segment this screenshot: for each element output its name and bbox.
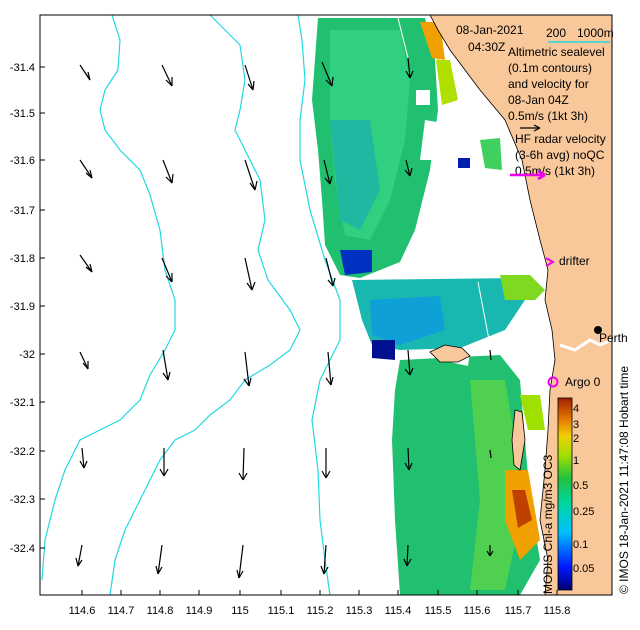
altimetric-line-3: and velocity for — [508, 77, 589, 91]
hf-line-1: HF radar velocity — [515, 132, 606, 146]
city-marker-icon — [594, 326, 602, 334]
colorbar-tick: 3 — [573, 419, 579, 431]
drifter-icon — [545, 257, 556, 267]
velocity-arrow — [486, 545, 494, 557]
lon-tick: 114.9 — [186, 605, 213, 617]
velocity-arrow — [236, 544, 244, 579]
velocity-arrow — [403, 544, 412, 567]
lon-tick: 115.3 — [346, 605, 373, 617]
colorbar-tick: 0.05 — [573, 563, 594, 575]
scale-label-200: 200 — [546, 26, 566, 40]
lat-tick: -31.5 — [10, 108, 35, 120]
colorbar-tick: 0.1 — [573, 539, 588, 551]
velocity-arrow — [405, 57, 414, 79]
argo-icon — [547, 376, 559, 388]
velocity-arrow — [323, 159, 333, 185]
lat-axis: -31.4 -31.5 -31.6 -31.7 -31.8 -31.9 -32 … — [10, 62, 45, 555]
velocity-arrow — [79, 351, 89, 370]
plot-frame — [39, 14, 613, 596]
colorbar-tick: 0.25 — [573, 506, 594, 518]
chlorophyll-swath — [312, 18, 545, 595]
altimetric-line-2: (0.1m contours) — [508, 61, 592, 75]
velocity-arrow — [489, 349, 492, 361]
credit-text: © IMOS 18-Jan-2021 11:47:08 Hobart time — [617, 366, 631, 594]
lat-tick: -32.4 — [10, 543, 35, 555]
velocity-arrow — [321, 61, 334, 87]
velocity-arrow — [162, 159, 174, 184]
lat-tick: -31.9 — [10, 301, 35, 313]
plot-area — [40, 15, 612, 595]
colorbar-tick: 2 — [573, 433, 579, 445]
velocity-arrow — [325, 351, 334, 386]
velocity-arrow — [161, 64, 173, 87]
lon-tick: 114.6 — [69, 605, 96, 617]
lat-tick: -31.4 — [10, 62, 35, 74]
lon-tick: 115 — [231, 605, 249, 617]
velocity-arrow — [404, 447, 413, 471]
velocity-arrow — [404, 349, 414, 376]
velocity-arrow — [325, 257, 336, 287]
lon-tick: 115.1 — [268, 605, 295, 617]
velocity-arrow — [404, 159, 413, 177]
velocity-arrow — [489, 449, 492, 459]
island — [511, 409, 526, 471]
scale-label-1000: 1000m — [577, 26, 614, 40]
lon-tick: 115.2 — [307, 605, 334, 617]
velocity-arrows — [75, 57, 494, 579]
lat-tick: -32 — [19, 349, 35, 361]
velocity-arrow — [79, 254, 93, 273]
velocity-scale-arrow — [520, 124, 541, 132]
lat-tick: -31.7 — [10, 205, 35, 217]
velocity-arrow — [79, 447, 88, 469]
velocity-arrow — [162, 349, 171, 381]
velocity-arrow — [238, 447, 248, 481]
velocity-arrow — [79, 64, 91, 81]
lon-tick: 115.8 — [544, 605, 571, 617]
velocity-arrow — [243, 351, 252, 387]
colorbar-tick: 0.5 — [573, 480, 588, 492]
argo-label: Argo 0 — [565, 375, 601, 389]
altimetric-line-1: Altimetric sealevel — [508, 45, 605, 59]
velocity-arrow — [321, 448, 331, 479]
velocity-arrow — [75, 544, 83, 567]
city-label: Perth — [599, 331, 628, 345]
map-legend: 08-Jan-2021 04:30Z 200 1000m Altimetric … — [456, 23, 628, 389]
colorbar-tick: 4 — [573, 403, 579, 415]
velocity-arrow — [155, 544, 163, 575]
lat-tick: -32.1 — [10, 397, 35, 409]
lon-tick: 115.4 — [385, 605, 412, 617]
velocity-arrow — [161, 257, 173, 283]
lat-tick: -31.8 — [10, 253, 35, 265]
lat-tick: -32.2 — [10, 446, 35, 458]
velocity-arrow — [244, 257, 256, 291]
hf-line-2: (3-6h avg) noQC — [515, 148, 605, 162]
island — [429, 344, 471, 363]
lon-axis: 114.6 114.7 114.8 114.9 115 115.1 115.2 … — [69, 590, 571, 617]
velocity-arrow — [79, 159, 93, 179]
lon-tick: 115.5 — [425, 605, 452, 617]
altimetric-line-5: 0.5m/s (1kt 3h) — [508, 109, 588, 123]
map-date: 08-Jan-2021 — [456, 23, 524, 37]
map-time: 04:30Z — [468, 40, 505, 54]
colorbar-gradient — [557, 397, 573, 591]
colorbar-title: MODIS Chl-a mg/m3 OC3 — [541, 454, 555, 594]
velocity-arrow — [244, 64, 255, 91]
colorbar: 4 3 2 1 0.5 0.25 0.1 0.05 MODIS Chl-a mg… — [541, 397, 594, 594]
velocity-arrow — [159, 448, 169, 477]
velocity-arrow — [320, 544, 329, 575]
lon-tick: 115.6 — [464, 605, 491, 617]
drifter-label: drifter — [559, 254, 590, 268]
velocity-arrow — [244, 159, 258, 191]
lon-tick: 114.7 — [108, 605, 135, 617]
altimetric-line-4: 08-Jan 04Z — [508, 93, 569, 107]
colorbar-tick: 1 — [573, 455, 579, 467]
bathymetry-contours — [41, 15, 341, 595]
lon-tick: 114.8 — [147, 605, 174, 617]
lat-tick: -31.6 — [10, 155, 35, 167]
lon-tick: 115.7 — [505, 605, 532, 617]
hf-scale-arrow — [510, 169, 546, 181]
lat-tick: -32.3 — [10, 494, 35, 506]
